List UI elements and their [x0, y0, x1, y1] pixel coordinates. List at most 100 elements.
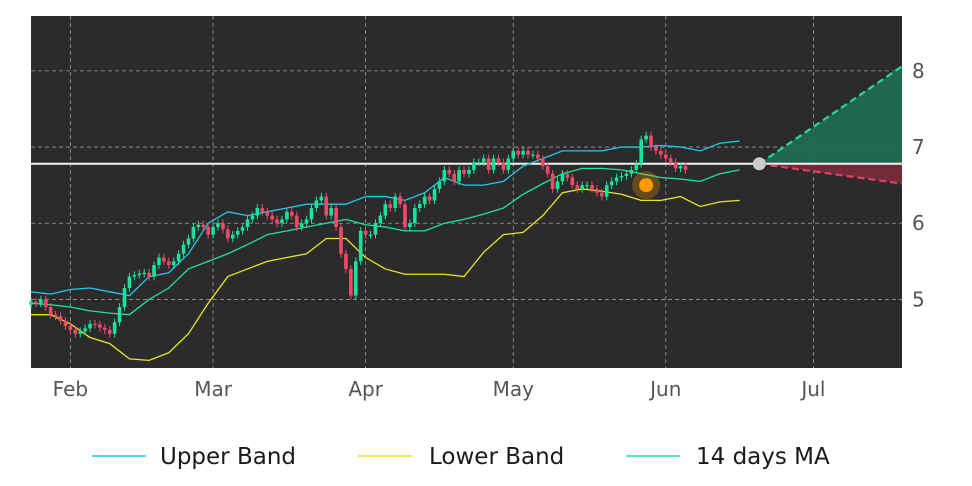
- candle-body: [48, 307, 53, 315]
- candle-body: [378, 215, 383, 224]
- candle-body: [142, 272, 146, 274]
- candle-body: [260, 208, 265, 212]
- candle-body: [358, 230, 363, 262]
- candle-body: [216, 223, 220, 228]
- candle-body: [353, 261, 358, 296]
- x-tick-label: Apr: [348, 377, 383, 401]
- candle-body: [270, 215, 274, 220]
- legend-label-lower-band: Lower Band: [429, 444, 564, 470]
- candle-body: [176, 253, 181, 262]
- candle-body: [339, 227, 343, 254]
- candle-body: [595, 188, 599, 193]
- candle-body: [452, 173, 456, 182]
- markers: [632, 157, 766, 200]
- candle-body: [250, 215, 255, 220]
- candle-body: [629, 169, 634, 174]
- candle-body: [526, 150, 530, 155]
- candle-body: [63, 320, 68, 327]
- candle-body: [550, 173, 555, 189]
- candle-body: [73, 329, 78, 334]
- candle-body: [349, 268, 353, 296]
- candle-body: [511, 150, 516, 159]
- candle-body: [570, 177, 575, 186]
- candle-body: [467, 169, 471, 174]
- candle-body: [683, 166, 688, 170]
- candle-body: [491, 158, 496, 170]
- candle-body: [186, 238, 191, 245]
- candle-body: [34, 301, 38, 304]
- candle-body: [245, 219, 250, 228]
- candle-body: [496, 158, 501, 163]
- candle-body: [659, 150, 663, 155]
- x-tick-label: Feb: [53, 377, 88, 401]
- candle-body: [275, 219, 279, 224]
- candle-body: [324, 196, 329, 216]
- candle-body: [235, 230, 240, 235]
- candle-body: [383, 204, 388, 216]
- candle-body: [585, 185, 589, 187]
- candle-body: [678, 166, 683, 169]
- forecast-upper-area: [759, 66, 902, 164]
- candle-body: [196, 224, 201, 228]
- candle-body: [413, 208, 417, 224]
- candle-body: [447, 169, 452, 174]
- forecast-lower-line: [759, 162, 903, 185]
- candle-body: [639, 139, 643, 164]
- x-tick-label: Mar: [194, 377, 233, 401]
- legend-label-upper-band: Upper Band: [160, 444, 296, 470]
- candle-body: [29, 301, 33, 305]
- last-price-marker: [752, 157, 766, 171]
- candle-body: [590, 185, 594, 189]
- candle-body: [280, 219, 284, 224]
- candle-body: [521, 150, 525, 155]
- candle-body: [437, 181, 442, 189]
- plot-area: [31, 16, 902, 368]
- candle-body: [240, 227, 245, 231]
- candle-body: [634, 163, 639, 170]
- candle-body: [201, 224, 206, 228]
- candle-body: [127, 276, 132, 288]
- candle-body: [319, 196, 324, 201]
- candle-body: [501, 162, 506, 170]
- candle-body: [668, 158, 673, 163]
- x-tick-label: Jul: [799, 377, 825, 401]
- candle-body: [403, 204, 407, 228]
- candle-body: [147, 272, 151, 277]
- candle-body: [619, 176, 624, 178]
- candle-body: [486, 158, 491, 170]
- y-tick-label: 7: [912, 135, 925, 159]
- candle-body: [98, 324, 102, 328]
- legend: Upper Band Lower Band 14 days MA: [92, 444, 830, 470]
- candle-body: [58, 316, 63, 321]
- candle-body: [314, 200, 319, 208]
- candle-body: [555, 181, 560, 189]
- candle-body: [122, 288, 127, 308]
- y-tick-label: 5: [912, 287, 925, 311]
- y-tick-label: 6: [912, 211, 925, 235]
- highlight-marker: [639, 178, 654, 193]
- candle-body: [422, 196, 427, 205]
- candle-body: [107, 329, 112, 334]
- candle-body: [83, 328, 87, 332]
- candle-body: [211, 227, 215, 235]
- candle-body: [565, 173, 570, 178]
- candle-body: [103, 327, 107, 330]
- lower-band-line: [31, 188, 740, 362]
- candle-body: [393, 196, 397, 208]
- x-tick-label: Jun: [648, 377, 681, 401]
- forecast-cone: [31, 65, 903, 185]
- candle-body: [580, 185, 584, 189]
- candle-body: [609, 181, 614, 186]
- x-axis-ticks: Feb Mar Apr May Jun Jul: [53, 377, 826, 401]
- candle-body: [166, 261, 171, 266]
- candle-body: [506, 158, 511, 170]
- y-axis-ticks: 5 6 7 8: [912, 59, 925, 312]
- candle-body: [477, 162, 481, 164]
- candle-body: [432, 188, 437, 201]
- candle-body: [334, 208, 338, 228]
- candlesticks: [29, 131, 688, 338]
- candle-body: [290, 211, 294, 216]
- candle-body: [152, 265, 156, 277]
- candle-body: [536, 154, 540, 159]
